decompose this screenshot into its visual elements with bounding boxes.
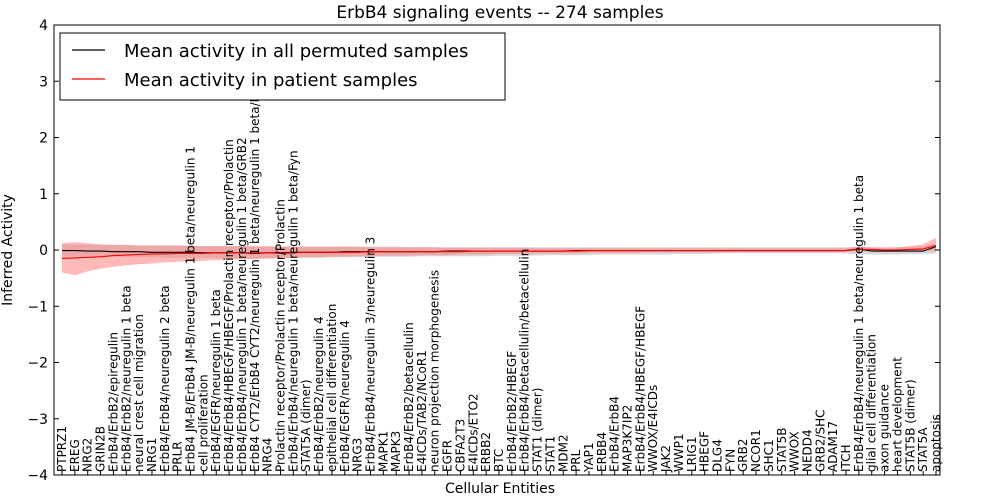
x-tick-label: NRG1 [145,438,159,472]
x-tick-label: PRL [569,449,583,472]
x-tick-label: ErbB4/ErbB2/neuregulin 1 beta [119,285,133,472]
x-tick-label: ErbB4/ErbB2/epiregulin [106,332,120,472]
x-tick-label: ErbB4/ErbB4/neuregulin 1 beta/neuregulin… [286,150,300,472]
x-tick-label: NRG3 [351,438,365,472]
x-tick-label: ErbB4/ErbB2/neuregulin 4 [312,316,326,472]
legend-label-patient: Mean activity in patient samples [124,70,418,91]
x-tick-label: EREG [68,439,82,472]
x-tick-label: ErbB4/EGFR/neuregulin 4 [338,320,352,472]
x-tick-label: Prolactin receptor/Prolactin receptor/Pr… [274,199,288,472]
x-tick-label: STAT5A (dimer) [299,379,313,472]
x-tick-label: STAT1 [543,436,557,472]
x-tick-label: STAT5B [775,428,789,473]
x-tick-label: cell proliferation [196,374,210,472]
x-tick-label: DLG4 [711,439,725,472]
x-tick-label: ErbB4/ErbB4/neuregulin 3/neuregulin 3 [364,237,378,472]
x-tick-label: glial cell differentiation [865,334,879,472]
x-tick-label: STAT1 (dimer) [531,388,545,472]
x-tick-label: GRIN2B [94,426,108,472]
x-tick-label: GRB2/SHC [813,409,827,472]
x-tick-label: epithelial cell differentiation [325,304,339,472]
x-tick-label: ErbB4/ErbB2/betacellulin [402,322,416,472]
x-tick-label: GRB2 [736,438,750,472]
x-tick-label: neuron projection morphogenesis [428,270,442,472]
x-tick-label: ADAM17 [826,421,840,472]
band-series-1 [62,237,936,276]
x-tick-label: EGFR [441,440,455,472]
x-tick-label: ErbB4/ErbB2/HBEGF [505,351,519,472]
y-tick-label: −1 [27,299,48,315]
x-tick-label: WWOX/E4ICDs [646,385,660,472]
x-tick-label: E4ICDs/TAB2/NCoR1 [415,350,429,472]
x-tick-label: YAP1 [582,443,596,473]
x-axis-label: Cellular Entities [445,481,555,497]
y-tick-label: 0 [39,243,48,259]
chart-title: ErbB4 signaling events -- 274 samples [336,3,663,23]
x-tick-labels: PTPRZ1EREGNRG2GRIN2BErbB4/ErbB2/epiregul… [55,50,943,475]
x-tick-label: PRLR [171,441,185,472]
x-tick-label: JAK2 [659,445,673,473]
y-tick-label: −4 [27,468,48,484]
x-tick-label: STAT5B (dimer) [903,379,917,472]
x-tick-label: ErbB4/ErbB4/neuregulin 2 beta [158,285,172,472]
line-series-1 [61,244,937,259]
x-tick-label: heart development [890,357,904,472]
x-tick-label: ErbB4/ErbB4/HBEGF/HBEGF [633,306,647,472]
x-tick-label: ErbB4/EGFR/neuregulin 1 beta [209,289,223,472]
x-tick-label: NEDD4 [801,429,815,472]
y-tick-label: 4 [39,18,48,34]
x-tick-label: STAT5A [916,427,930,472]
x-tick-label: ErbB4/ErbB4/HBEGF/HBEGF/Prolactin recept… [222,139,236,472]
x-tick-label: E4ICDs/ETO2 [466,393,480,472]
x-tick-label: NCOR1 [749,429,763,472]
x-tick-label: NRG2 [81,438,95,472]
x-tick-label: neural crest cell migration [132,314,146,472]
x-tick-label: WWOX [788,431,802,472]
x-tick-label: apoptosis [929,414,943,472]
x-tick-label: MAPK1 [376,431,390,472]
x-tick-label: WWP1 [672,433,686,472]
x-tick-label: NRG4 [261,438,275,472]
x-tick-label: ERBB4 [595,432,609,472]
x-tick-label: ITCH [839,444,853,472]
x-tick-label: ErbB4/ErbB4/neuregulin 1 beta/neuregulin… [235,137,249,472]
legend-label-permuted: Mean activity in all permuted samples [124,41,468,62]
x-tick-label: ERBB2 [479,432,493,472]
x-tick-label: HBEGF [698,431,712,472]
y-axis: −4 −3 −2 −1 0 1 2 3 4 [27,18,940,484]
x-tick-label: ErbB4 JM-B/ErbB4 JM-B/neuregulin 1 beta/… [184,146,198,472]
x-tick-label: SHC1 [762,439,776,472]
y-tick-label: 3 [39,74,48,90]
x-tick-label: MDM2 [556,434,570,472]
y-tick-label: 1 [39,187,48,203]
x-tick-label: ErbB4/ErbB4/betacellulin/betacellulin [518,249,532,472]
legend: Mean activity in all permuted samples Me… [59,32,506,101]
y-axis-label: Inferred Activity [0,194,16,306]
x-tick-label: ErbB4/ErbB4/neuregulin 1 beta/neuregulin… [852,175,866,472]
x-tick-label: BTC [492,449,506,472]
y-tick-label: 2 [39,131,48,147]
y-tick-label: −2 [27,356,48,372]
series-lines [61,244,937,259]
x-tick-label: MAP3K7IP2 [621,405,635,472]
x-tick-label: ErbB4 CYT2/ErbB4 CYT2/neuregulin 1 beta/… [248,50,262,472]
x-tick-label: ErbB4/ErbB4 [608,396,622,472]
x-tick-label: MAPK3 [389,431,403,472]
x-tick-label: axon guidance [878,384,892,472]
x-tick-label: LRIG1 [685,437,699,473]
legend-box [59,32,506,101]
y-tick-label: −3 [27,412,48,428]
x-tick-label: CBFA2T3 [453,419,467,472]
x-tick-label: PTPRZ1 [55,426,69,472]
x-tick-label: FYN [723,449,737,472]
